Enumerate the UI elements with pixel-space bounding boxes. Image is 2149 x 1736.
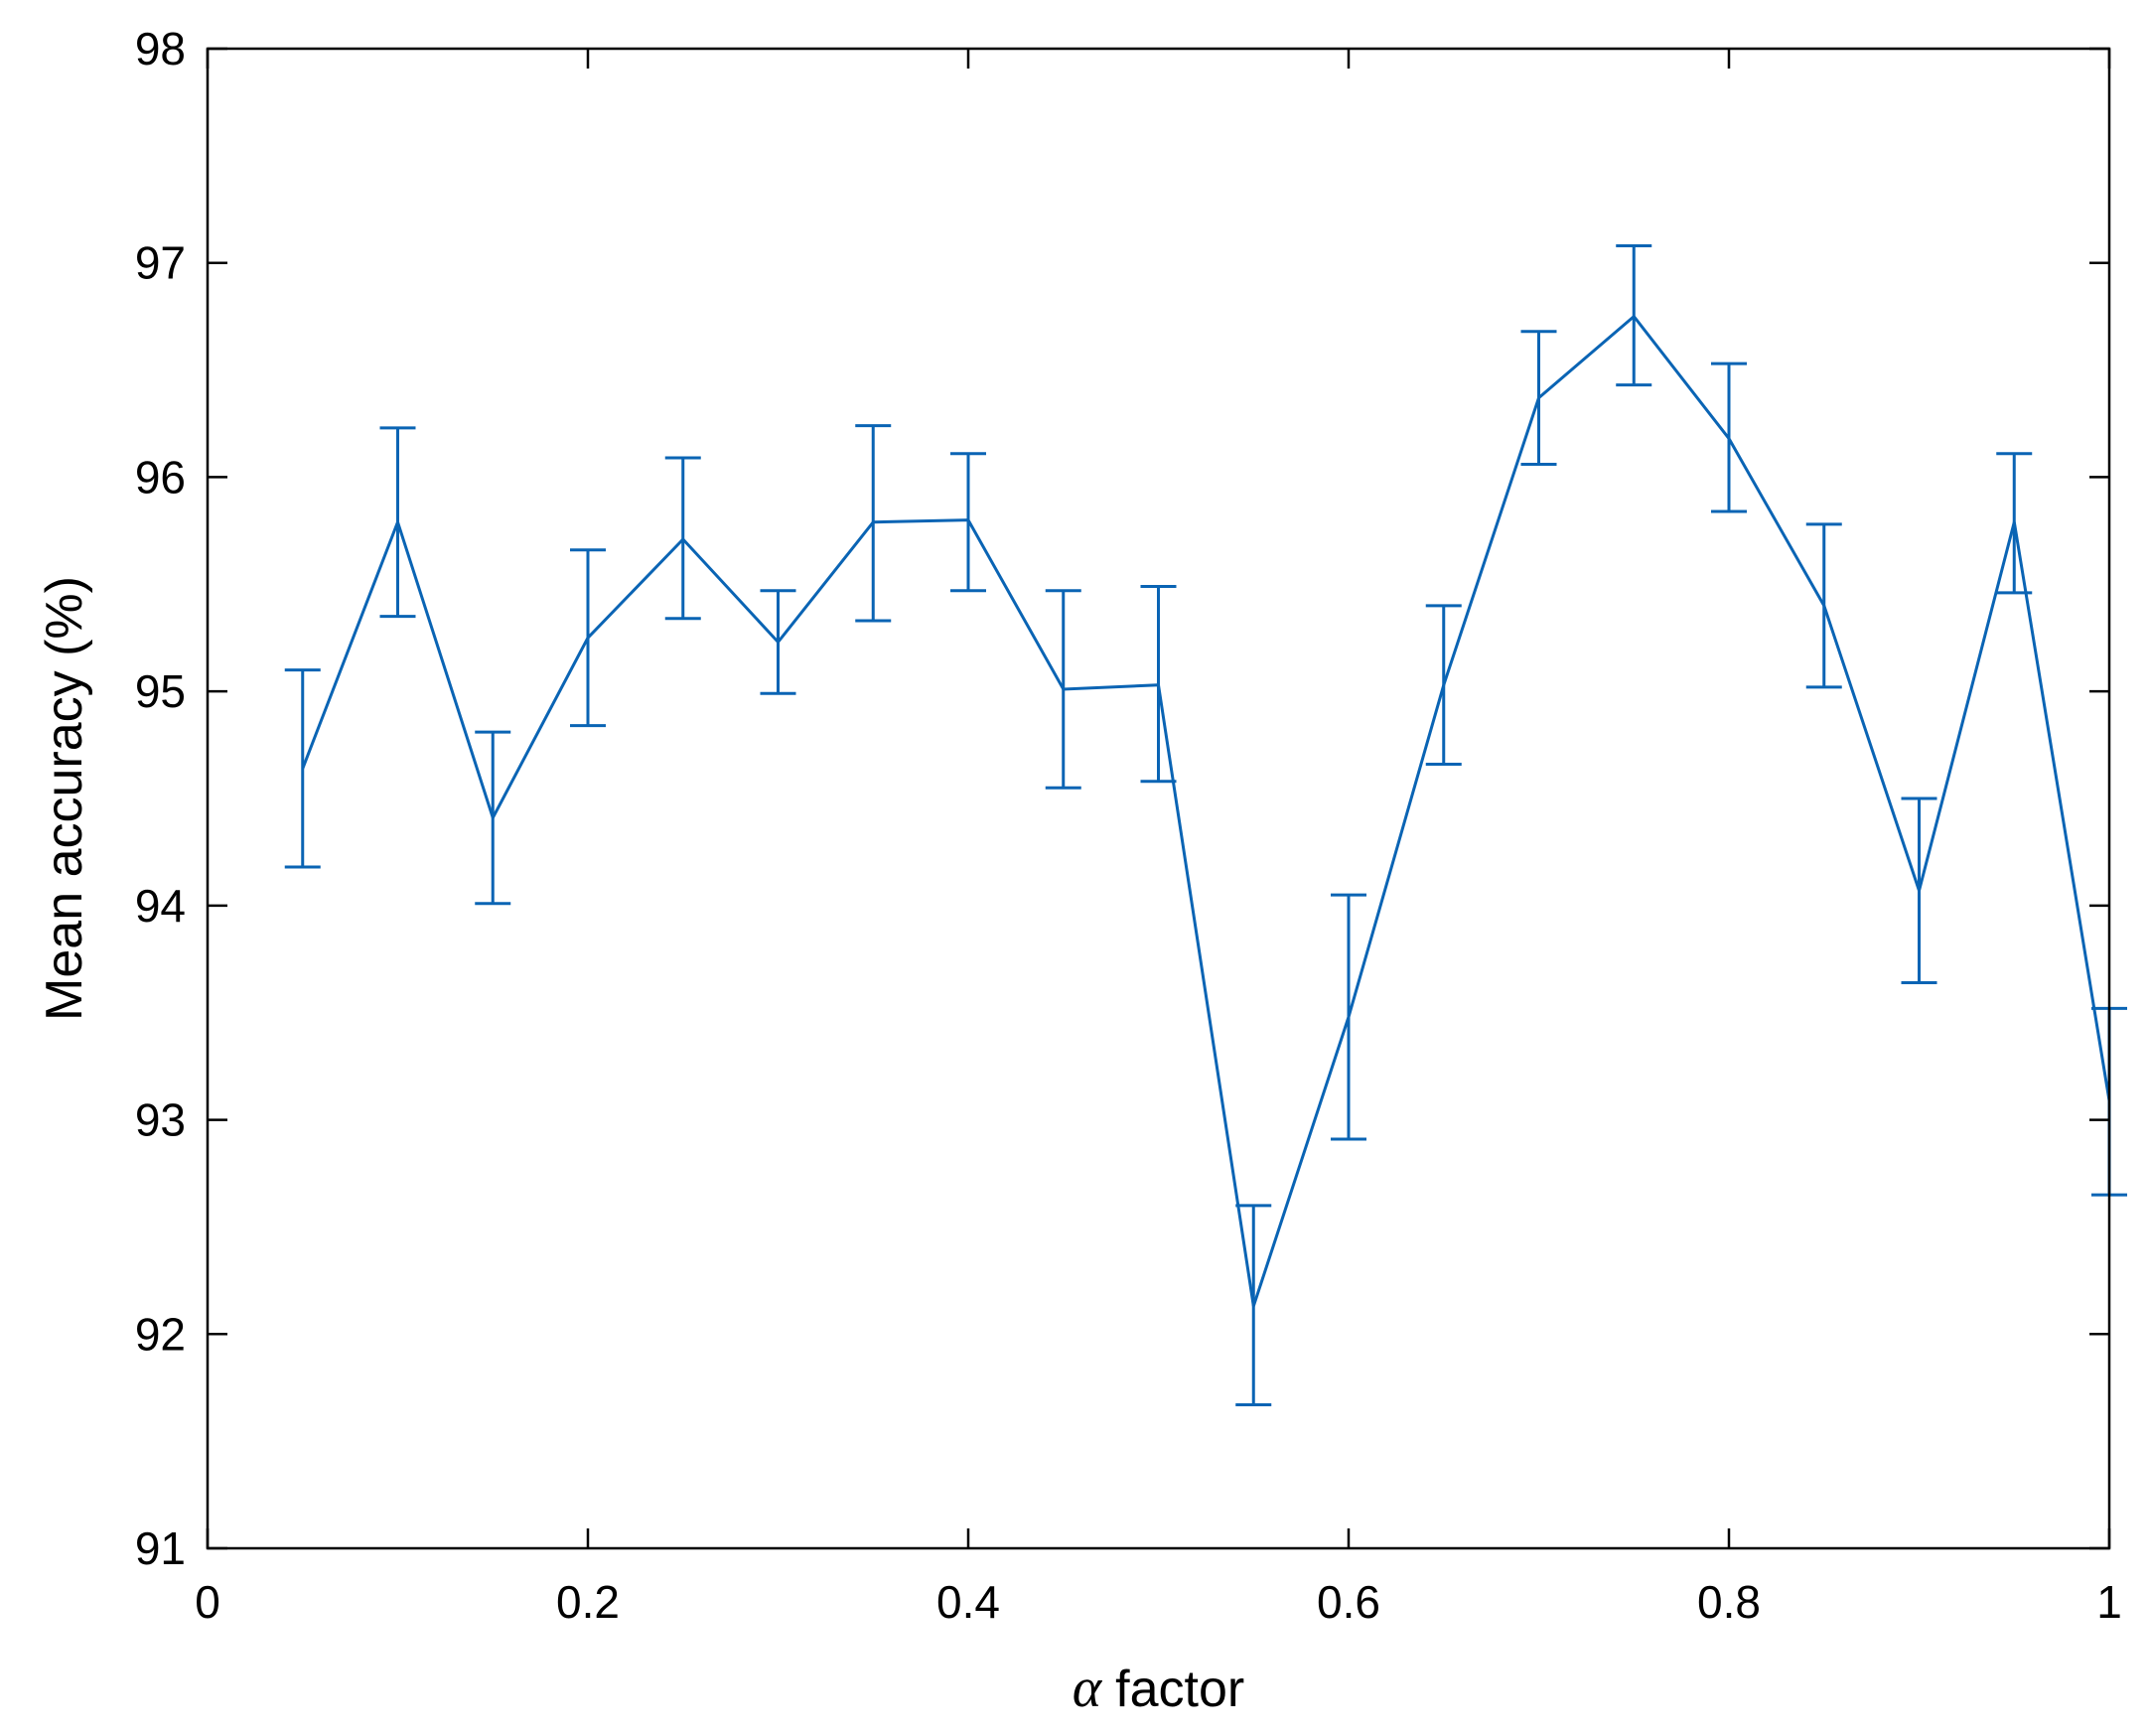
y-axis-title: Mean accuracy (%): [36, 576, 93, 1021]
y-axis-ticks: 91 92 93 94 95 96 97 98: [135, 23, 2109, 1574]
y-tick-label: 97: [135, 237, 186, 289]
y-tick-label: 92: [135, 1308, 186, 1360]
y-tick-label: 93: [135, 1094, 186, 1146]
y-tick-label: 95: [135, 665, 186, 717]
x-tick-label: 0.4: [936, 1576, 1000, 1628]
y-tick-label: 94: [135, 880, 186, 932]
x-tick-label: 1: [2096, 1576, 2122, 1628]
x-axis-symbol: α: [1073, 1658, 1103, 1719]
x-tick-label: 0: [195, 1576, 220, 1628]
series-line: [301, 314, 2111, 1307]
y-tick-label: 98: [135, 23, 186, 74]
x-tick-label: 0.2: [556, 1576, 620, 1628]
y-tick-label: 91: [135, 1522, 186, 1574]
y-tick-label: 96: [135, 451, 186, 503]
x-axis-ticks: 0 0.2 0.4 0.6 0.8 1: [195, 49, 2122, 1628]
x-tick-label: 0.8: [1697, 1576, 1761, 1628]
x-axis-label-text: factor: [1115, 1661, 1244, 1718]
x-axis-title: α factor: [1073, 1658, 1244, 1719]
error-bars: [284, 243, 2127, 1406]
plot-frame: [206, 47, 2111, 1550]
x-tick-label: 0.6: [1317, 1576, 1380, 1628]
